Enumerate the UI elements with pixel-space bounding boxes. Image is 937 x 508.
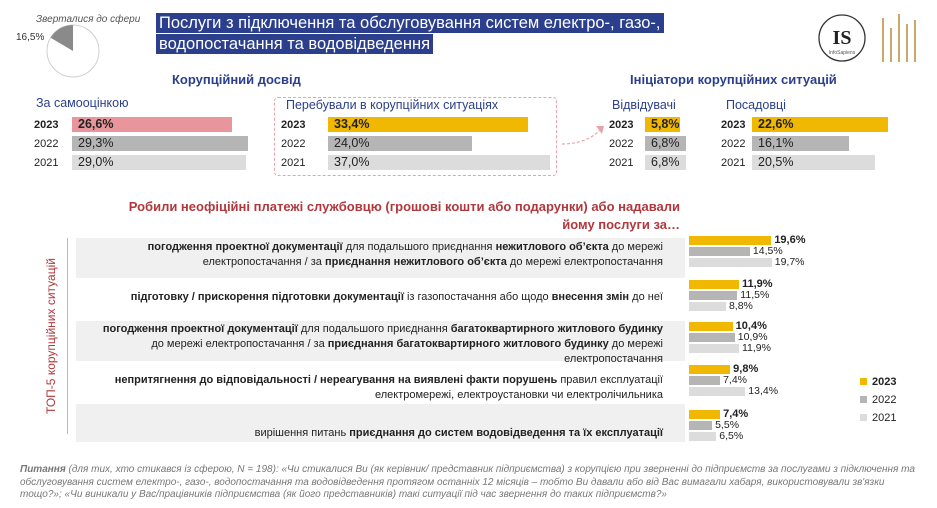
self-assessment-label: За самооцінкою bbox=[36, 96, 129, 110]
situations-year-2023: 2023 bbox=[281, 119, 306, 131]
infosapiens-logo: IS InfoSapiens bbox=[817, 13, 867, 63]
bar-value-5-2022: 5,5% bbox=[715, 419, 740, 431]
situations-bar-2023 bbox=[328, 117, 529, 132]
situation-text-5: вирішення питань приєднання до систем во… bbox=[254, 427, 663, 439]
bar-3-2021 bbox=[689, 344, 739, 353]
reach-pie-chart bbox=[46, 24, 100, 78]
situations-year-2022: 2022 bbox=[281, 138, 306, 150]
initiators-title: Ініціатори корупційних ситуацій bbox=[630, 72, 837, 87]
bar-value-5-2021: 6,5% bbox=[719, 430, 744, 442]
legend-2023: 2023 bbox=[860, 376, 896, 388]
row-background-1 bbox=[76, 238, 685, 278]
officials-value-2021: 20,5% bbox=[758, 155, 794, 169]
bar-4-2022 bbox=[689, 376, 721, 385]
visitors-year-2023: 2023 bbox=[609, 119, 634, 131]
situations-bar-2021 bbox=[328, 155, 550, 170]
logo-letters: IS bbox=[833, 27, 852, 49]
officials-label: Посадовці bbox=[726, 98, 786, 112]
situations-value-2023: 33,4% bbox=[334, 117, 370, 131]
bar-3-2022 bbox=[689, 333, 735, 342]
bar-value-3-2022: 10,9% bbox=[737, 331, 768, 343]
side-divider bbox=[67, 238, 68, 434]
bar-5-2023 bbox=[689, 410, 721, 419]
officials-year-2021: 2021 bbox=[721, 157, 746, 169]
legend-2021: 2021 bbox=[860, 412, 896, 424]
bar-4-2023 bbox=[689, 365, 731, 374]
bar-2-2022 bbox=[689, 291, 738, 300]
bar-value-2-2022: 11,5% bbox=[740, 289, 770, 301]
bar-4-2021 bbox=[689, 387, 746, 396]
situations-label: Перебували в корупційних ситуаціях bbox=[286, 98, 499, 112]
arrow-right-icon bbox=[561, 126, 604, 145]
visitors-label: Відвідувачі bbox=[612, 98, 676, 112]
self-bar-2023 bbox=[72, 117, 232, 132]
officials-bar-2021 bbox=[752, 155, 875, 170]
legend-2022: 2022 bbox=[860, 394, 896, 406]
self-value-2021: 29,0% bbox=[78, 155, 114, 169]
visitors-bar-2022 bbox=[645, 136, 686, 151]
situations-value-2022: 24,0% bbox=[334, 136, 370, 150]
bar-value-1-2022: 14,5% bbox=[752, 245, 783, 257]
bar-2-2023 bbox=[689, 280, 739, 289]
bar-value-2-2023: 11,9% bbox=[741, 278, 773, 290]
reach-label: Зверталися до сфери bbox=[36, 14, 141, 25]
bar-5-2022 bbox=[689, 421, 713, 430]
bar-value-3-2021: 11,9% bbox=[741, 342, 771, 354]
situation-text-2: підготовку / прискорення підготовки доку… bbox=[130, 291, 663, 303]
bar-value-3-2023: 10,4% bbox=[735, 320, 767, 332]
reach-pie-slice bbox=[50, 25, 73, 51]
situation-text-4: непритягнення до відповідальності / нере… bbox=[114, 374, 663, 401]
officials-value-2022: 16,1% bbox=[758, 136, 794, 150]
situation-text-1: погодження проектної документації для по… bbox=[147, 241, 663, 268]
officials-value-2023: 22,6% bbox=[758, 117, 794, 131]
self-year-2022: 2022 bbox=[34, 138, 59, 150]
self-value-2022: 29,3% bbox=[78, 136, 114, 150]
officials-year-2023: 2023 bbox=[721, 119, 746, 131]
bar-5-2021 bbox=[689, 432, 717, 441]
bar-value-1-2023: 19,6% bbox=[774, 234, 806, 246]
corruption-experience-title: Корупційний досвід bbox=[172, 72, 301, 87]
self-year-2023: 2023 bbox=[34, 119, 59, 131]
situations-value-2021: 37,0% bbox=[334, 155, 370, 169]
top5-side-label: ТОП-5 корупційних ситуацій bbox=[44, 258, 58, 414]
officials-bar-2022 bbox=[752, 136, 849, 151]
officials-year-2022: 2022 bbox=[721, 138, 746, 150]
self-year-2021: 2021 bbox=[34, 157, 59, 169]
bar-value-1-2021: 19,7% bbox=[774, 256, 805, 268]
situations-year-2021: 2021 bbox=[281, 157, 306, 169]
bar-2-2021 bbox=[689, 302, 726, 311]
self-bar-2021 bbox=[72, 155, 246, 170]
visitors-value-2021: 6,8% bbox=[651, 155, 680, 169]
brand-bars-icon bbox=[882, 14, 916, 62]
bar-value-4-2021: 13,4% bbox=[748, 385, 779, 397]
reach-percent: 16,5% bbox=[16, 32, 45, 43]
visitors-bar-2023 bbox=[645, 117, 680, 132]
bar-value-4-2022: 7,4% bbox=[723, 374, 748, 386]
visitors-year-2022: 2022 bbox=[609, 138, 634, 150]
situations-bar-2022 bbox=[328, 136, 472, 151]
bar-1-2022 bbox=[689, 247, 750, 256]
visitors-bar-2021 bbox=[645, 155, 686, 170]
question-text: Робили неофіційні платежі службовцю (гро… bbox=[128, 199, 680, 232]
page-title: Послуги з підключення та обслуговування … bbox=[156, 13, 731, 55]
logo-subtitle: InfoSapiens bbox=[829, 50, 856, 56]
bar-value-5-2023: 7,4% bbox=[723, 408, 749, 420]
visitors-year-2021: 2021 bbox=[609, 157, 634, 169]
situation-text-3: погодження проектної документації для по… bbox=[102, 323, 663, 365]
bar-1-2021 bbox=[689, 258, 772, 267]
self-value-2023: 26,6% bbox=[78, 117, 114, 131]
row-background-3 bbox=[76, 321, 685, 361]
bar-3-2023 bbox=[689, 322, 733, 331]
self-bar-2022 bbox=[72, 136, 248, 151]
bar-value-4-2023: 9,8% bbox=[733, 363, 759, 375]
footnote: Питання (для тих, хто стикався із сферою… bbox=[20, 464, 915, 500]
visitors-value-2022: 6,8% bbox=[651, 136, 680, 150]
bar-1-2023 bbox=[689, 236, 772, 245]
officials-bar-2023 bbox=[752, 117, 888, 132]
row-background-5 bbox=[76, 404, 685, 442]
visitors-value-2023: 5,8% bbox=[651, 117, 680, 131]
bar-value-2-2021: 8,8% bbox=[728, 300, 753, 312]
situations-dashed-box bbox=[274, 97, 557, 176]
